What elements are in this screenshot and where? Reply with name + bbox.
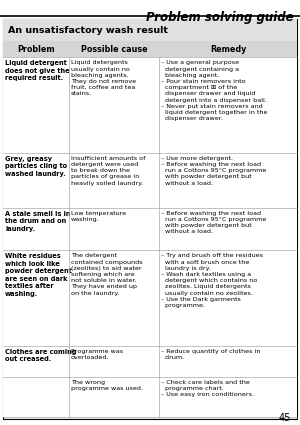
Text: – Before washing the next load
  run a Cottons 95°C programme
  with powder dete: – Before washing the next load run a Cot… (161, 210, 266, 234)
Text: – Use a general purpose
  detergent containing a
  bleaching agent.
– Pour stain: – Use a general purpose detergent contai… (161, 60, 268, 121)
Text: 45: 45 (279, 413, 291, 423)
FancyBboxPatch shape (3, 153, 297, 207)
Text: Insufficient amounts of
detergent were used
to break down the
particles of greas: Insufficient amounts of detergent were u… (71, 156, 146, 185)
Text: – Try and brush off the residues
  with a soft brush once the
  laundry is dry.
: – Try and brush off the residues with a … (161, 253, 263, 308)
FancyBboxPatch shape (3, 250, 297, 346)
Text: Liquid detergents
usually contain no
bleaching agents.
They do not remove
fruit,: Liquid detergents usually contain no ble… (71, 60, 136, 96)
FancyBboxPatch shape (3, 346, 297, 377)
FancyBboxPatch shape (3, 19, 297, 419)
Text: The detergent
contained compounds
(zeolites) to aid water
softening which are
no: The detergent contained compounds (zeoli… (71, 253, 143, 296)
Text: Possible cause: Possible cause (81, 45, 147, 54)
Text: Problem: Problem (17, 45, 55, 54)
Text: The wrong
programme was used.: The wrong programme was used. (71, 380, 143, 391)
Text: Programme was
overloaded.: Programme was overloaded. (71, 349, 123, 360)
Text: Problem solving guide: Problem solving guide (146, 11, 294, 24)
Text: Liquid detergent
does not give the
required result.: Liquid detergent does not give the requi… (5, 60, 70, 81)
FancyBboxPatch shape (3, 377, 297, 417)
Text: – Reduce quantity of clothes in
  drum.: – Reduce quantity of clothes in drum. (161, 349, 261, 360)
Text: A stale smell is in
the drum and on
laundry.: A stale smell is in the drum and on laun… (5, 210, 70, 232)
Text: – Check care labels and the
  programme chart.
– Use easy iron conditioners.: – Check care labels and the programme ch… (161, 380, 254, 397)
Text: White residues
which look like
powder detergent
are seen on dark
textiles after
: White residues which look like powder de… (5, 253, 72, 297)
FancyBboxPatch shape (3, 207, 297, 250)
Text: Low temperature
washing.: Low temperature washing. (71, 210, 126, 222)
FancyBboxPatch shape (3, 41, 297, 57)
Text: Clothes are coming
out creased.: Clothes are coming out creased. (5, 349, 76, 362)
Text: Grey, greasy
particles cling to
washed laundry.: Grey, greasy particles cling to washed l… (5, 156, 67, 177)
Text: An unsatisfactory wash result: An unsatisfactory wash result (8, 26, 167, 35)
FancyBboxPatch shape (3, 19, 297, 41)
FancyBboxPatch shape (3, 57, 297, 153)
Text: Remedy: Remedy (210, 45, 246, 54)
Text: – Use more detergent.
– Before washing the next load
  run a Cottons 95°C progra: – Use more detergent. – Before washing t… (161, 156, 266, 185)
